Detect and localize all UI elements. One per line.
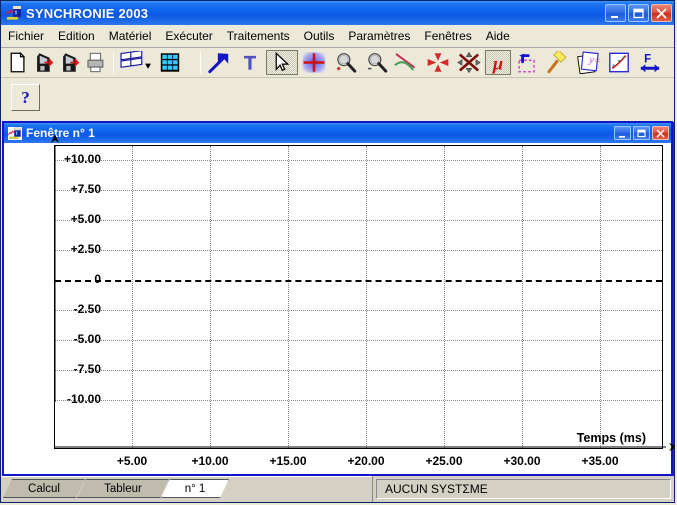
svg-text:F: F (644, 54, 651, 66)
svg-text:T: T (244, 52, 256, 74)
svg-text:μ: μ (492, 53, 503, 73)
svg-text:y=: y= (588, 54, 602, 67)
